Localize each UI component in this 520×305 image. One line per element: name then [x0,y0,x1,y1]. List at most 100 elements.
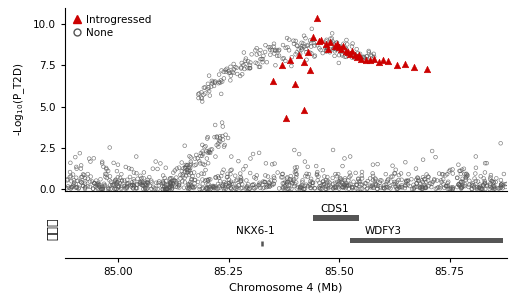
Point [332,185,340,190]
Point [112,177,120,182]
Point [214,181,222,186]
Point [282,116,290,121]
Point [130,170,138,175]
Point [114,175,122,180]
Point [225,70,233,75]
Point [206,150,214,155]
Point [214,141,223,146]
Point [315,180,323,185]
Point [278,63,286,68]
Point [159,179,167,184]
Point [436,184,445,189]
Point [499,186,507,191]
Point [199,181,207,186]
Point [253,61,262,66]
Point [228,69,237,74]
Point [296,185,305,190]
Point [72,175,81,180]
Point [342,55,350,59]
Point [322,178,330,182]
Point [384,185,393,190]
Point [181,165,189,170]
Point [424,174,433,179]
Point [281,179,290,184]
Point [92,178,100,183]
Point [322,186,331,191]
Point [235,183,243,188]
Point [98,161,107,166]
Point [308,184,317,189]
Point [323,174,332,179]
Point [205,150,214,155]
Point [380,185,388,190]
Point [313,170,321,174]
Point [354,187,362,192]
Point [463,173,472,178]
Point [287,178,295,182]
Point [130,184,138,189]
Point [251,48,259,53]
Point [308,27,316,31]
Point [357,56,365,61]
Point [123,181,132,186]
Point [130,183,138,188]
Point [161,187,170,192]
Point [465,182,474,187]
Point [353,183,361,188]
Point [110,160,118,165]
Point [148,186,156,191]
Point [419,175,427,180]
Point [66,170,74,174]
Point [154,181,163,185]
Point [129,177,138,182]
Point [95,182,103,187]
Point [286,58,294,63]
Point [173,181,181,186]
Point [306,38,314,43]
Point [306,183,314,188]
Point [296,185,304,189]
Point [73,185,81,189]
Point [332,40,341,45]
Y-axis label: -Log$_{10}$(P_T2D): -Log$_{10}$(P_T2D) [12,63,28,136]
Point [229,62,238,66]
Point [336,44,344,49]
Point [348,185,356,190]
Point [457,185,465,190]
Point [94,182,102,187]
Point [334,185,342,190]
Point [162,183,171,188]
Point [315,46,323,51]
Point [459,180,467,185]
Point [274,170,282,175]
Point [266,184,274,188]
Point [221,185,229,190]
Point [113,180,122,185]
Point [219,185,227,190]
Point [194,179,202,184]
Point [314,178,322,183]
Point [184,182,192,187]
Point [84,176,92,181]
Point [64,184,72,189]
Point [354,51,362,56]
Point [79,172,87,177]
Bar [350,238,503,243]
Point [95,185,103,189]
Point [462,175,470,180]
Point [340,156,348,161]
Point [136,180,145,185]
Point [185,173,193,178]
Point [369,162,377,167]
Point [96,182,104,187]
Point [453,175,461,180]
Point [163,186,172,191]
Point [440,185,449,190]
Point [318,183,326,188]
Point [331,185,340,190]
Point [414,179,423,184]
Point [201,144,210,149]
Point [448,187,457,192]
Point [348,48,357,53]
Point [333,174,341,179]
